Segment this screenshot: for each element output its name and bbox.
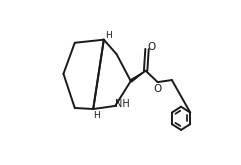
Text: H: H (93, 111, 100, 120)
Text: O: O (154, 84, 162, 94)
Text: NH: NH (115, 99, 130, 109)
Text: O: O (147, 42, 155, 52)
Polygon shape (130, 71, 146, 82)
Text: H: H (105, 31, 112, 40)
